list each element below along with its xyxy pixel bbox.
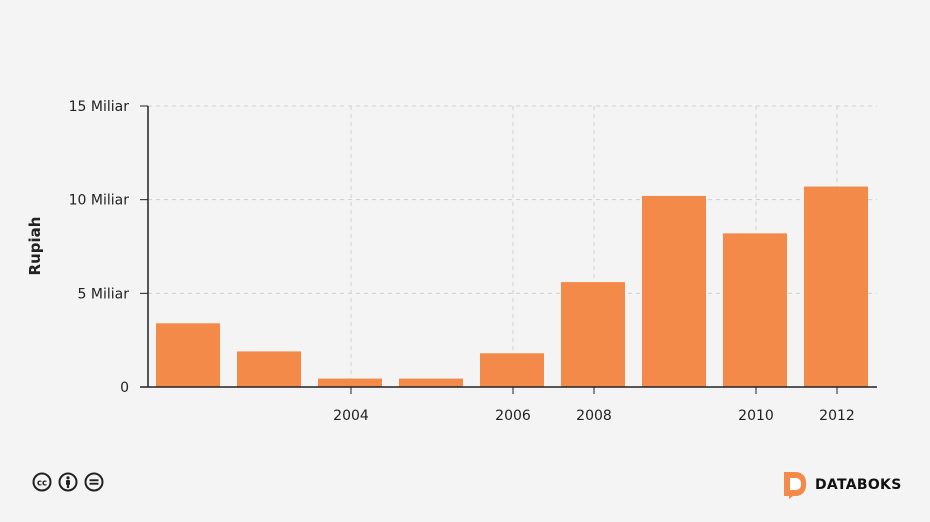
bar — [804, 186, 868, 387]
bar — [561, 282, 625, 387]
bar — [642, 195, 706, 387]
y-tick-label: 5 Miliar — [78, 286, 130, 302]
bar — [399, 378, 463, 387]
bar — [318, 378, 382, 387]
y-axis-label: Rupiah — [26, 217, 44, 276]
x-tick-label: 2008 — [576, 408, 612, 424]
y-tick-label: 15 Miliar — [69, 99, 130, 115]
x-tick-labels: 2004 2006 2008 2010 2012 — [333, 408, 855, 424]
x-tick-label: 2010 — [738, 408, 774, 424]
y-tick-label: 10 Miliar — [69, 193, 130, 209]
x-tick-label: 2012 — [819, 408, 855, 424]
bar-series — [156, 186, 868, 387]
bar — [723, 233, 787, 387]
bar — [480, 353, 544, 387]
y-tick-label: 0 — [120, 380, 129, 396]
horizontal-gridlines — [148, 105, 877, 294]
axes — [140, 105, 877, 394]
bar — [237, 351, 301, 387]
bar — [156, 323, 220, 387]
y-tick-labels: 0 5 Miliar 10 Miliar 15 Miliar — [69, 99, 130, 396]
x-tick-label: 2004 — [333, 408, 369, 424]
x-tick-label: 2006 — [495, 408, 531, 424]
